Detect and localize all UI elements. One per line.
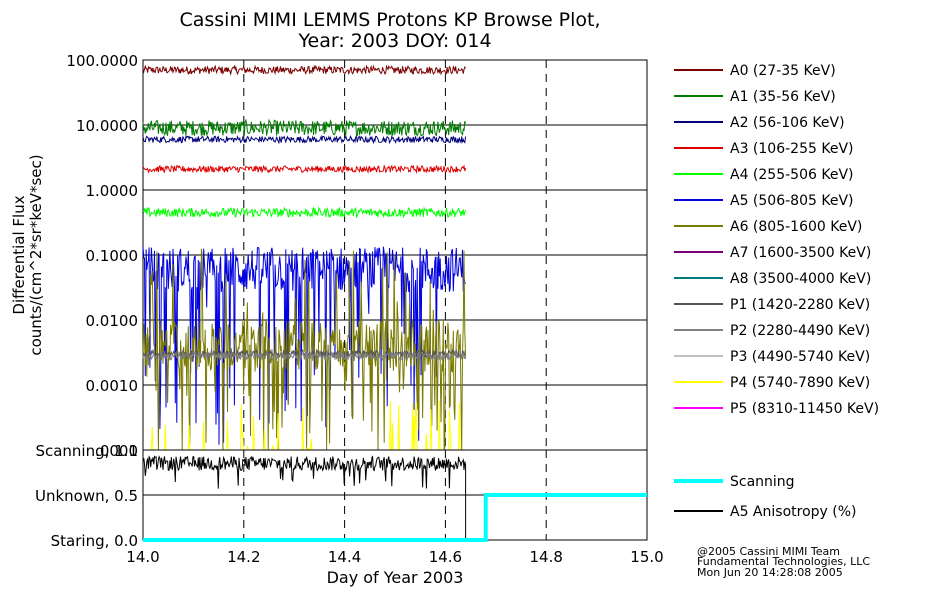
legend-entry: A5 Anisotropy (%) [730,504,857,520]
flux-y-tick-label: 10.0000 [76,117,138,135]
legend-lower: Scanning A5 Anisotropy (%) [674,474,857,520]
y-axis-units: counts/(cm^2*sr*keV*sec) [27,154,45,355]
scan-y-tick-labels: Scanning, 1.0 Unknown, 0.5 Staring, 0.0 [35,442,138,550]
legend-entry: A1 (35-56 KeV) [730,89,836,105]
series-line-anisotropy [142,455,467,540]
series-line-a2 [142,134,467,145]
series-line-a3 [142,164,467,175]
scan-panel: Scanning, 1.0 Unknown, 0.5 Staring, 0.0 14… [35,442,664,587]
footer-credit: @2005 Cassini MIMI Team Fundamental Tech… [697,545,870,579]
chart-title: Cassini MIMI LEMMS Protons KP Browse Plo… [179,9,600,31]
legend-entry: P1 (1420-2280 KeV) [730,297,870,313]
y-axis-label: Differential Flux [10,195,28,314]
legend-entry: A0 (27-35 KeV) [730,63,836,79]
series-line-a1 [142,118,467,137]
x-tick-label: 14.6 [429,548,462,566]
x-tick-label: 14.4 [328,548,361,566]
legend-entry: P4 (5740-7890 KeV) [730,375,870,391]
scan-y-tick-label: Staring, 0.0 [51,532,138,550]
x-tick-label: 14.0 [126,548,159,566]
footer-line-2: Fundamental Technologies, LLC [697,555,870,568]
scan-y-tick-label: Unknown, 0.5 [35,487,138,505]
series-line-a4 [142,206,467,219]
x-tick-label: 15.0 [630,548,663,566]
legend-entry: A2 (56-106 KeV) [730,115,845,131]
flux-y-tick-label: 1.0000 [86,182,139,200]
legend-entry: P5 (8310-11450 KeV) [730,401,879,417]
legend-entry: P3 (4490-5740 KeV) [730,349,870,365]
legend-entry: P2 (2280-4490 KeV) [730,323,870,339]
scan-series [142,455,647,542]
flux-y-tick-label: .0001 [95,442,138,460]
legend-entry: A7 (1600-3500 KeV) [730,245,871,261]
flux-y-tick-label: 0.0010 [86,377,139,395]
flux-series [142,64,467,452]
series-line-a5 [142,246,466,445]
flux-y-tick-label: 0.0100 [86,312,139,330]
footer-line-3: Mon Jun 20 14:28:08 2005 [697,566,843,579]
legend-entry: A6 (805-1600 KeV) [730,219,862,235]
series-line-p2 [142,350,467,362]
footer-line-1: @2005 Cassini MIMI Team [697,545,840,558]
legend-entry: Scanning [730,474,795,490]
chart-subtitle: Year: 2003 DOY: 014 [297,30,491,52]
series-line-scanning [143,493,647,542]
x-tick-label: 14.2 [227,548,260,566]
legend-entry: A3 (106-255 KeV) [730,141,853,157]
legend-entry: A8 (3500-4000 KeV) [730,271,871,287]
series-line-p1 [142,348,467,360]
legend-entry: A4 (255-506 KeV) [730,167,853,183]
legend: A0 (27-35 KeV) A1 (35-56 KeV) A2 (56-106 K… [674,63,879,417]
flux-y-tick-label: 0.1000 [86,247,139,265]
flux-panel: 100.0000 10.0000 1.0000 0.1000 0.0100 0.0010.… [10,52,648,460]
x-tick-labels: 14.0 14.2 14.4 14.6 14.8 15.0 [126,548,663,566]
series-line-a0 [142,64,466,76]
scan-y-tick-label: Scanning, 1.0 [35,442,138,460]
x-tick-label: 14.8 [529,548,562,566]
series-line-a6 [142,249,467,451]
flux-y-tick-label: 100.0000 [66,52,138,70]
flux-y-tick-labels: 100.0000 10.0000 1.0000 0.1000 0.0100 0.0010.… [66,52,138,460]
legend-entry: A5 (506-805 KeV) [730,193,853,209]
x-axis-label: Day of Year 2003 [327,568,464,587]
